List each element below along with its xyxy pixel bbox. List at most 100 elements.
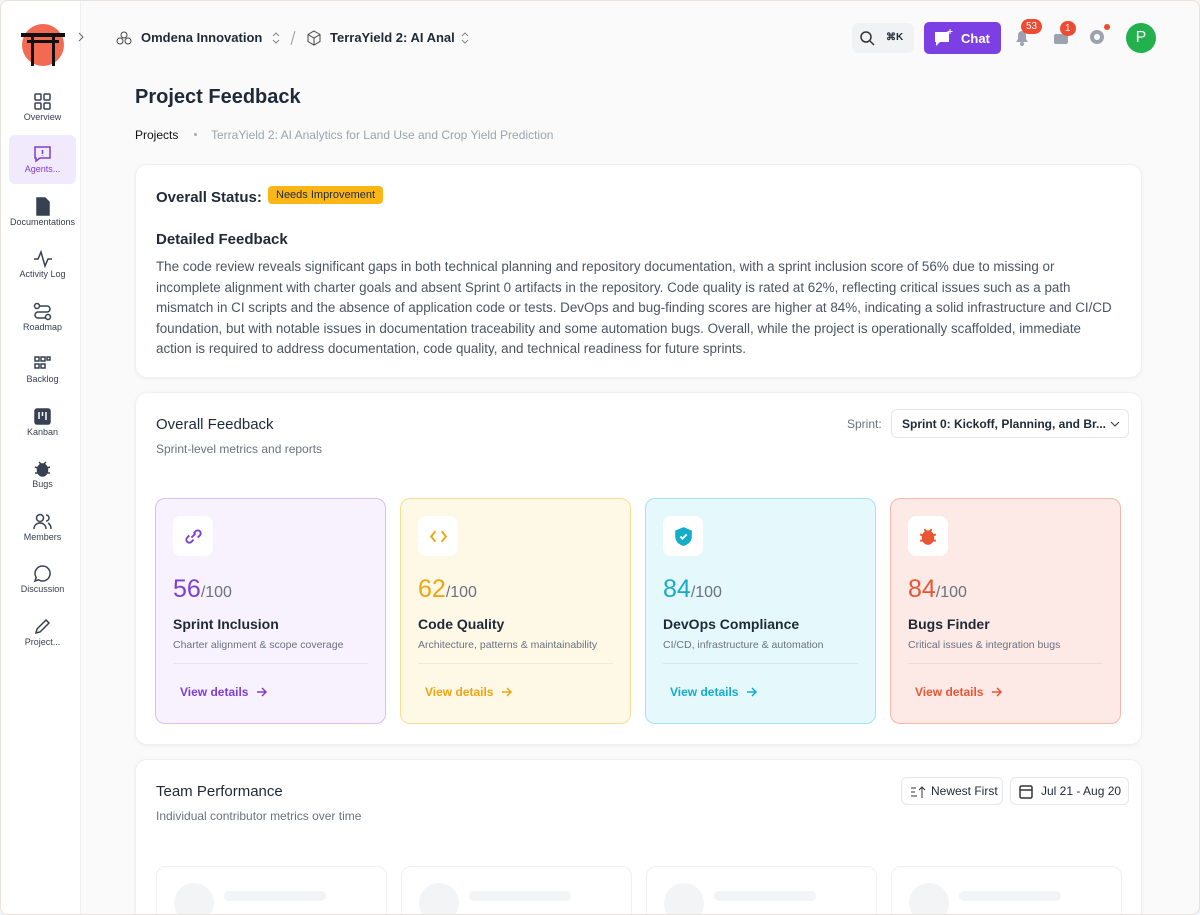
nav-label: Documentations <box>9 216 76 227</box>
metric-score: 62/100 <box>418 575 477 604</box>
score-value: 62 <box>418 575 446 603</box>
nav-item[interactable]: Activity Log <box>9 240 76 289</box>
nav-item[interactable]: Agents... <box>9 134 76 184</box>
nav-icon <box>33 459 52 479</box>
divider <box>663 663 858 664</box>
nav-icon <box>33 564 52 584</box>
dropdown-icon <box>1110 421 1120 427</box>
collapse-icon[interactable] <box>76 31 86 43</box>
view-details-link[interactable]: View details <box>425 685 513 699</box>
metric-card: 56/100 Sprint Inclusion Charter alignment … <box>155 498 386 724</box>
metric-name: Bugs Finder <box>908 616 990 632</box>
nav-item[interactable]: Overview <box>9 82 76 131</box>
project-icon <box>307 30 321 46</box>
sidebar: Overview Agents... Documentations Activity … <box>1 1 84 914</box>
metric-icon <box>663 516 703 556</box>
metric-description: CI/CD, infrastructure & automation <box>663 639 824 651</box>
shortcut: ⌘K <box>886 32 904 43</box>
sort-button[interactable]: Newest First <box>901 777 1003 805</box>
nav-item[interactable]: Roadmap <box>9 292 76 341</box>
score-value: 84 <box>908 575 936 603</box>
nav-item[interactable]: Bugs <box>9 450 76 499</box>
chat-icon <box>935 29 953 46</box>
nav-icon <box>33 249 52 269</box>
project-selector[interactable]: TerraYield 2: AI Analyt <box>330 30 454 45</box>
metric-score: 84/100 <box>908 575 967 604</box>
skeleton-card <box>401 866 632 914</box>
nav-item[interactable]: Project... <box>9 607 76 656</box>
section-title: Team Performance <box>156 783 283 800</box>
skeleton-card <box>646 866 877 914</box>
page-title: Project Feedback <box>135 86 301 108</box>
skeleton-line <box>959 891 1061 901</box>
metric-description: Architecture, patterns & maintainability <box>418 639 598 651</box>
score-value: 56 <box>173 575 201 603</box>
chevrons <box>461 32 469 44</box>
sprint-value: Sprint 0: Kickoff, Planning, and Br... <box>902 416 1107 431</box>
status-badge: Needs Improvement <box>268 186 384 204</box>
metric-name: Sprint Inclusion <box>173 616 279 632</box>
inbox-icon[interactable] <box>1052 29 1070 47</box>
bell-icon[interactable] <box>1013 28 1031 48</box>
date-range[interactable]: Jul 21 - Aug 20 <box>1010 777 1129 805</box>
org-icon <box>116 31 132 45</box>
link-label: View details <box>180 685 249 699</box>
avatar[interactable]: P <box>1126 23 1156 53</box>
breadcrumb-link[interactable]: Projects <box>135 128 179 142</box>
nav-label: Bugs <box>32 479 53 489</box>
logo <box>21 24 65 66</box>
date-range-label: Jul 21 - Aug 20 <box>1041 784 1122 798</box>
nav-icon <box>33 512 52 532</box>
chat-button[interactable]: Chat <box>924 22 1001 54</box>
view-details-link[interactable]: View details <box>670 685 758 699</box>
metric-name: DevOps Compliance <box>663 616 800 632</box>
calendar-icon <box>1019 785 1033 799</box>
nav-icon <box>33 302 52 322</box>
notification-count: 53 <box>1021 19 1043 34</box>
metric-card: 62/100 Code Quality Architecture, patterns… <box>400 498 631 724</box>
chevrons <box>272 32 280 44</box>
nav-label: Overview <box>23 111 62 122</box>
message-count: 1 <box>1060 21 1076 36</box>
nav-icon <box>33 92 52 112</box>
skeleton-avatar <box>419 883 459 914</box>
status-label: Overall Status: <box>156 189 262 206</box>
feedback-text: The code review reveals significant gaps… <box>156 259 1112 356</box>
metric-icon <box>908 516 948 556</box>
nav-item[interactable]: Documentations <box>9 187 76 236</box>
arrow-icon <box>256 687 268 697</box>
nav-item[interactable]: Kanban <box>9 397 76 446</box>
metric-score: 84/100 <box>663 575 722 604</box>
link-label: View details <box>670 685 739 699</box>
link-label: View details <box>425 685 494 699</box>
skeleton-line <box>714 891 816 901</box>
metric-name: Code Quality <box>418 616 505 632</box>
arrow-icon <box>746 687 758 697</box>
nav-label: Activity Log <box>19 269 66 279</box>
divider <box>908 663 1103 664</box>
score-max: /100 <box>935 584 967 601</box>
nav-label: Discussion <box>20 584 65 594</box>
settings-icon[interactable] <box>1087 23 1113 49</box>
sort-label: Newest First <box>931 784 998 798</box>
nav-icon <box>33 196 52 217</box>
search-button[interactable]: ⌘K <box>852 23 914 53</box>
nav-label: Kanban <box>26 426 59 437</box>
metric-card: 84/100 DevOps Compliance CI/CD, infrastruc… <box>645 498 876 724</box>
view-details-link[interactable]: View details <box>180 685 268 699</box>
skeleton-avatar <box>664 883 704 914</box>
skeleton-card <box>156 866 387 914</box>
nav-item[interactable]: Discussion <box>9 555 76 604</box>
divider <box>173 663 368 664</box>
nav-item[interactable]: Backlog <box>9 345 76 394</box>
breadcrumb-current: TerraYield 2: AI Analytics for Land Use … <box>211 128 554 142</box>
org-selector[interactable]: Omdena Innovation Or <box>141 30 263 45</box>
metric-card: 84/100 Bugs Finder Critical issues & integ… <box>890 498 1121 724</box>
view-details-link[interactable]: View details <box>915 685 1003 699</box>
arrow-icon <box>501 687 513 697</box>
nav-label: Project... <box>24 636 61 647</box>
nav-item[interactable]: Members <box>9 502 76 551</box>
sprint-select[interactable]: Sprint 0: Kickoff, Planning, and Br... <box>891 409 1129 438</box>
link-label: View details <box>915 685 984 699</box>
